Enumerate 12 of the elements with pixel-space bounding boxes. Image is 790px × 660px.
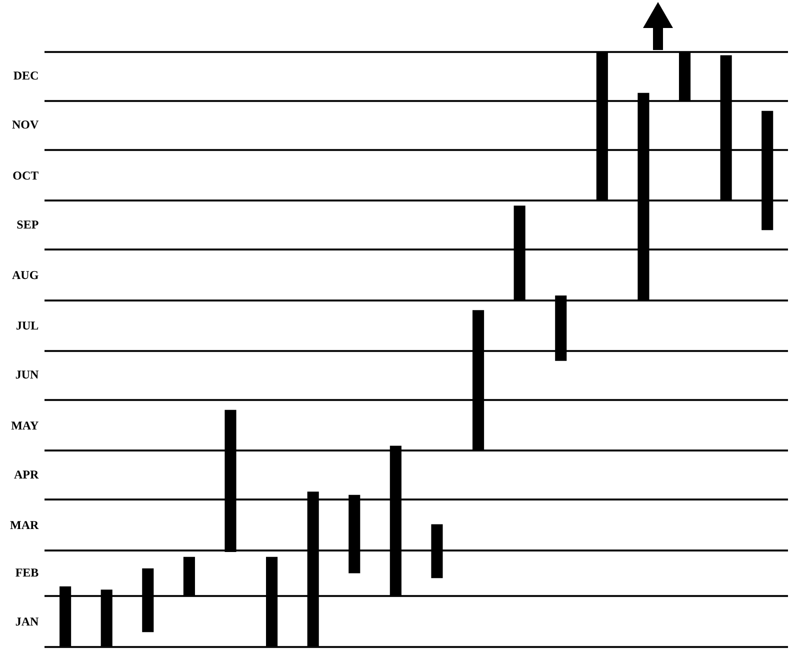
y-tick-label: APR (14, 467, 39, 482)
y-tick-label: AUG (12, 268, 39, 282)
y-tick-label: FEB (15, 565, 39, 580)
y-tick-label: MAR (10, 518, 39, 532)
y-tick-label: SEP (16, 217, 39, 232)
y-tick-label: DEC (13, 68, 39, 83)
y-tick-label: JUL (16, 318, 39, 333)
y-tick-label: OCT (12, 168, 39, 182)
y-tick-label: JAN (15, 614, 39, 628)
y-tick-label: JUN (15, 368, 39, 382)
y-tick-label: NOV (12, 118, 39, 132)
y-tick-label: MAY (11, 418, 39, 432)
